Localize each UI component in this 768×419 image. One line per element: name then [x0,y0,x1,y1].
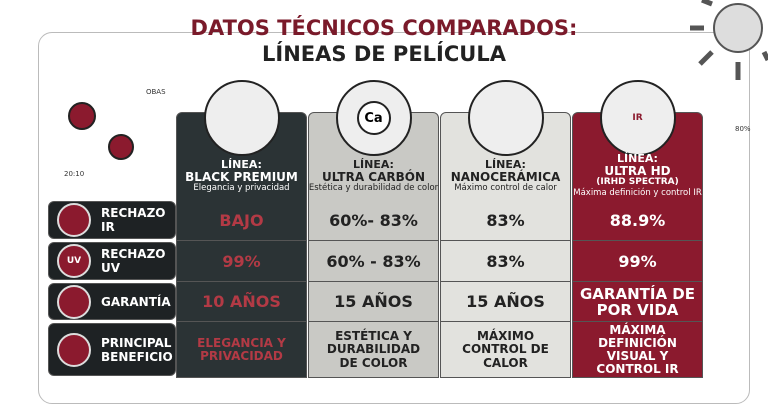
column-prefix: LÍNEA: [485,158,526,171]
decor-icon [68,102,96,130]
title: DATOS TÉCNICOS COMPARADOS: [190,16,578,40]
cell: 60% - 83% [308,242,439,282]
cell: 83% [440,242,571,282]
cell: 15 AÑOS [440,283,571,322]
cell: 83% [440,201,571,241]
row-label-text: RECHAZO IR [101,206,166,234]
row-icon: UV [57,244,91,278]
column-description: Estética y durabilidad de color [308,183,439,193]
column-icon: IR [599,80,676,156]
decor-icon [108,134,134,160]
cell: ELEGANCIA Y PRIVACIDAD [176,323,307,378]
column-prefix: LÍNEA: [221,158,262,171]
column-bg [308,112,439,378]
cell: ESTÉTICA Y DURABILIDAD DE COLOR [308,323,439,378]
column-icon [203,80,280,156]
column-icon [467,80,544,156]
column-name: ULTRA CARBÓN [321,170,426,184]
frame [38,32,750,404]
row-label-text: PRINCIPAL BENEFICIO [101,335,173,364]
subtitle: LÍNEAS DE PELÍCULA [262,42,506,66]
column-bg [440,112,571,378]
row-icon [57,332,91,367]
cell: 60%- 83% [308,201,439,241]
row-label-text: GARANTÍA [101,294,171,309]
sun-decor [690,0,768,80]
cell: GARANTÍA DE POR VIDA [572,283,703,322]
column-description: Máximo control de calor [454,183,557,193]
row-icon [57,203,91,237]
column-description: Máxima definición y control IR [573,188,702,198]
cell: BAJO [176,201,307,241]
decor-text: 80% [735,125,751,133]
decor-text: OBAS [146,88,166,96]
row-icon [57,284,91,319]
row-label: PRINCIPAL BENEFICIO [48,323,176,376]
row-label: UV RECHAZO UV [48,242,176,280]
column-prefix: LÍNEA: [353,158,394,171]
column-name: NANOCERÁMICA [450,170,561,184]
cell: MÁXIMO CONTROL DE CALOR [440,323,571,378]
cell: 99% [176,242,307,282]
cell: 10 AÑOS [176,283,307,322]
column-name: ULTRA HD [604,164,671,178]
column-icon: Ca [335,80,412,156]
column-subname: (IRHD SPECTRA) [596,177,679,187]
row-label: GARANTÍA [48,283,176,320]
column-prefix: LÍNEA: [617,152,658,165]
cell: 88.9% [572,201,703,241]
cell: MÁXIMA DEFINICIÓN VISUAL Y CONTROL IR [572,323,703,378]
icon-label: IR [632,113,643,123]
decor-text: 20:10 [64,170,85,178]
cell: 99% [572,242,703,282]
row-label: RECHAZO IR [48,201,176,239]
cell: 15 AÑOS [308,283,439,322]
column-name: BLACK PREMIUM [185,170,298,184]
row-label-text: RECHAZO UV [101,247,166,275]
icon-label: Ca [356,101,391,135]
column-description: Elegancia y privacidad [193,183,290,193]
